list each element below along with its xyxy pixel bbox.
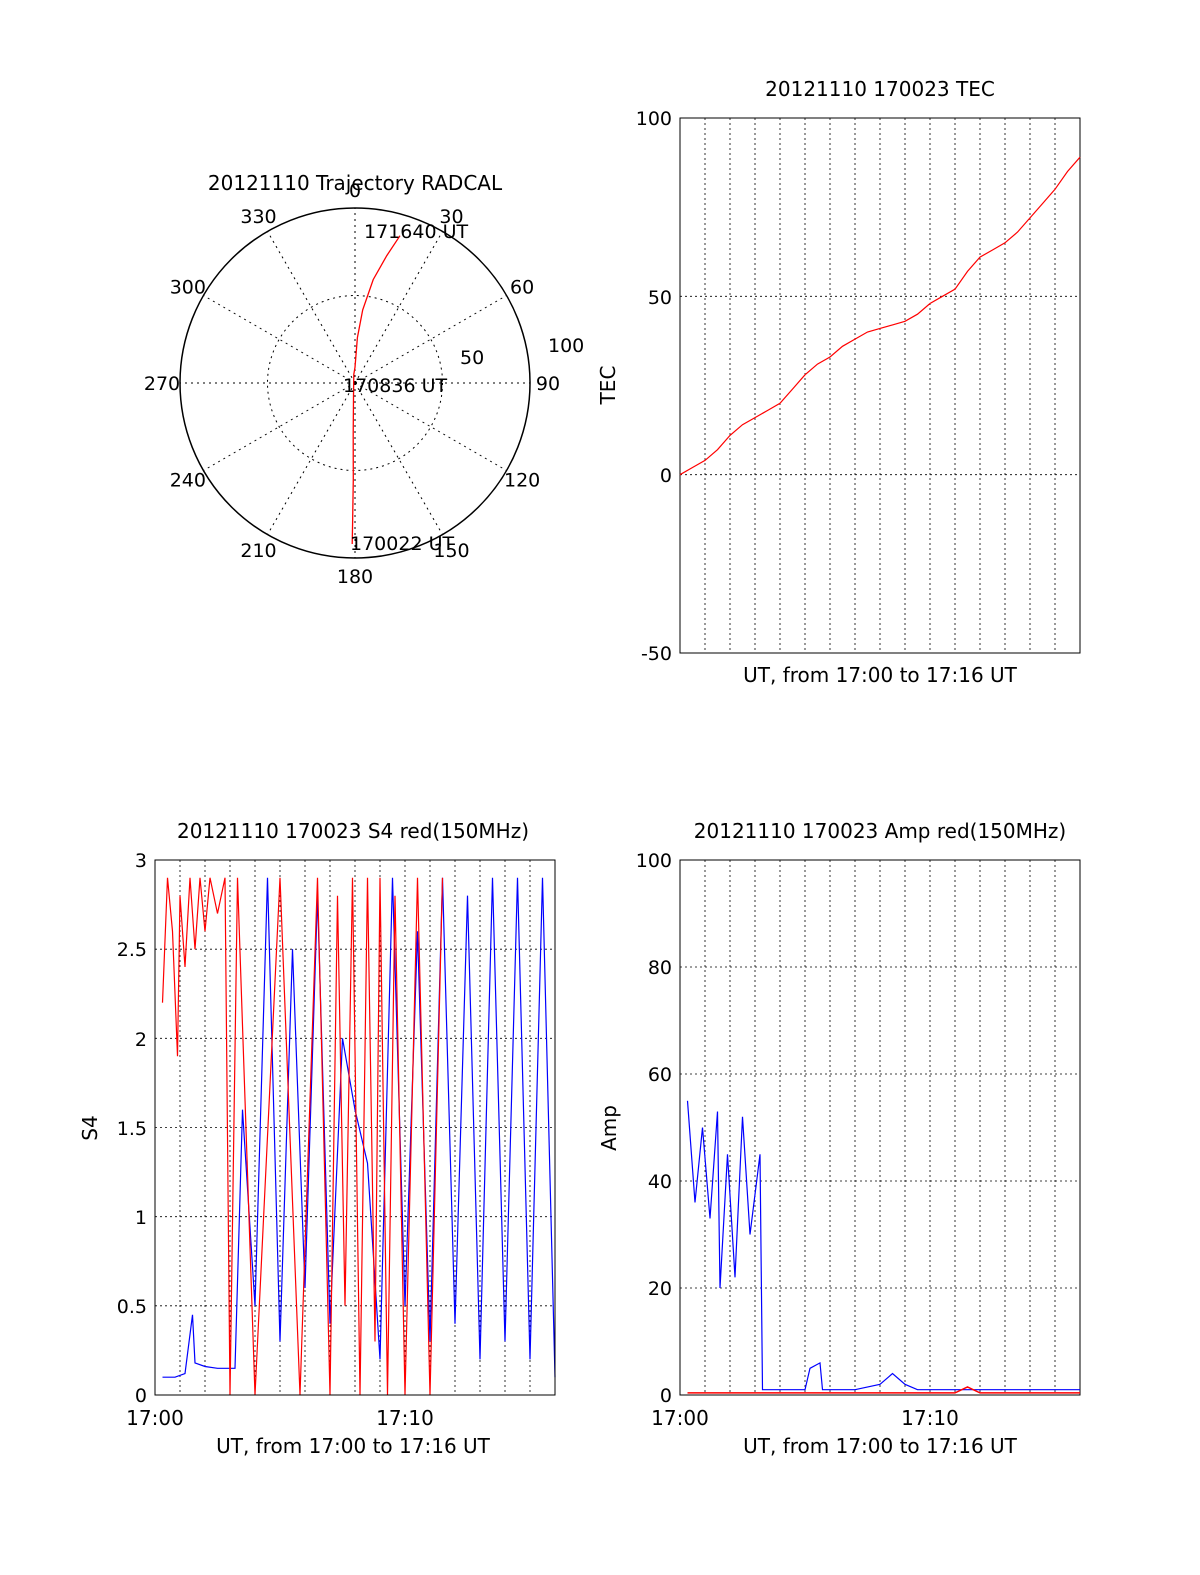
radial-label-100: 100 xyxy=(548,335,584,357)
polar-ring-50 xyxy=(267,295,443,471)
trajectory-track xyxy=(351,235,401,545)
s4-ylabel: S4 xyxy=(78,1115,102,1140)
s4-grid xyxy=(155,860,555,1395)
s4-ytick-1: 1 xyxy=(135,1207,147,1229)
amp-xtick-1710: 17:10 xyxy=(901,1406,959,1430)
s4-red-series xyxy=(161,877,444,1396)
amp-ylabel: Amp xyxy=(597,1105,621,1151)
tec-ytick-50: 50 xyxy=(648,287,672,309)
angle-label: 0 xyxy=(349,180,361,202)
track-mid-label: 170836 UT xyxy=(343,375,447,397)
polar-spoke xyxy=(354,231,443,384)
amp-ytick-20: 20 xyxy=(648,1278,672,1300)
s4-ytick-2.5: 2.5 xyxy=(117,939,147,961)
radial-label-50: 50 xyxy=(460,347,484,369)
angle-label: 30 xyxy=(439,206,463,228)
amp-grid xyxy=(680,860,1080,1395)
s4-ytick-2: 2 xyxy=(135,1029,147,1051)
tec-panel: 20121110 170023 TEC 100 50 0 -50 TEC UT,… xyxy=(596,77,1081,687)
angle-label: 270 xyxy=(144,373,180,395)
amp-ytick-100: 100 xyxy=(636,850,672,872)
amp-panel: 20121110 170023 Amp red(150MHz) 100 80 6… xyxy=(597,819,1081,1458)
angle-label: 150 xyxy=(433,540,469,562)
polar-spoke xyxy=(267,231,356,384)
s4-ytick-0.5: 0.5 xyxy=(117,1296,147,1318)
amp-red-series xyxy=(687,1386,1080,1394)
s4-xtick-1710: 17:10 xyxy=(376,1406,434,1430)
polar-spoke xyxy=(354,382,507,471)
angle-label: 90 xyxy=(536,373,560,395)
angle-label: 240 xyxy=(170,470,206,492)
tec-ytick-100: 100 xyxy=(636,108,672,130)
tec-title: 20121110 170023 TEC xyxy=(765,77,995,101)
tec-xlabel: UT, from 17:00 to 17:16 UT xyxy=(743,663,1018,687)
s4-ytick-1.5: 1.5 xyxy=(117,1118,147,1140)
s4-plot-frame xyxy=(154,859,556,1396)
amp-ytick-40: 40 xyxy=(648,1171,672,1193)
polar-spoke xyxy=(203,295,356,384)
amp-title: 20121110 170023 Amp red(150MHz) xyxy=(694,819,1066,843)
tec-ytick-minus50: -50 xyxy=(641,643,672,665)
amp-xtick-1700: 17:00 xyxy=(651,1406,709,1430)
amp-xlabel: UT, from 17:00 to 17:16 UT xyxy=(743,1434,1018,1458)
angle-labels: 0 30 60 90 120 150 180 210 240 270 300 330 xyxy=(144,180,560,588)
tec-series-line xyxy=(679,156,1081,476)
s4-xtick-1700: 17:00 xyxy=(126,1406,184,1430)
s4-ytick-3: 3 xyxy=(135,850,147,872)
s4-ytick-0: 0 xyxy=(135,1385,147,1407)
amp-blue-series xyxy=(686,1100,1080,1391)
tec-grid xyxy=(680,118,1080,653)
tec-ylabel: TEC xyxy=(596,366,620,406)
amp-ytick-80: 80 xyxy=(648,957,672,979)
trajectory-title: 20121110 Trajectory RADCAL xyxy=(208,171,503,195)
angle-label: 330 xyxy=(240,206,276,228)
angle-label: 180 xyxy=(337,566,373,588)
angle-label: 210 xyxy=(240,540,276,562)
s4-xlabel: UT, from 17:00 to 17:16 UT xyxy=(216,1434,491,1458)
track-end-label: 171640 UT xyxy=(364,221,468,243)
polar-spoke xyxy=(267,382,356,535)
s4-title: 20121110 170023 S4 red(150MHz) xyxy=(177,819,529,843)
polar-spoke xyxy=(354,295,507,384)
tec-ytick-0: 0 xyxy=(660,465,672,487)
angle-label: 120 xyxy=(504,470,540,492)
polar-spoke xyxy=(203,382,356,471)
angle-label: 60 xyxy=(510,277,534,299)
track-start-label: 170022 UT xyxy=(350,533,454,555)
angle-label: 300 xyxy=(170,277,206,299)
polar-spoke xyxy=(354,382,443,535)
amp-ytick-60: 60 xyxy=(648,1064,672,1086)
amp-ytick-0: 0 xyxy=(660,1385,672,1407)
s4-panel: 20121110 170023 S4 red(150MHz) 3 2.5 2 1… xyxy=(78,819,556,1458)
polar-grid xyxy=(179,207,531,559)
trajectory-panel: 20121110 Trajectory RADCAL 0 30 60 90 120 150… xyxy=(144,171,584,588)
